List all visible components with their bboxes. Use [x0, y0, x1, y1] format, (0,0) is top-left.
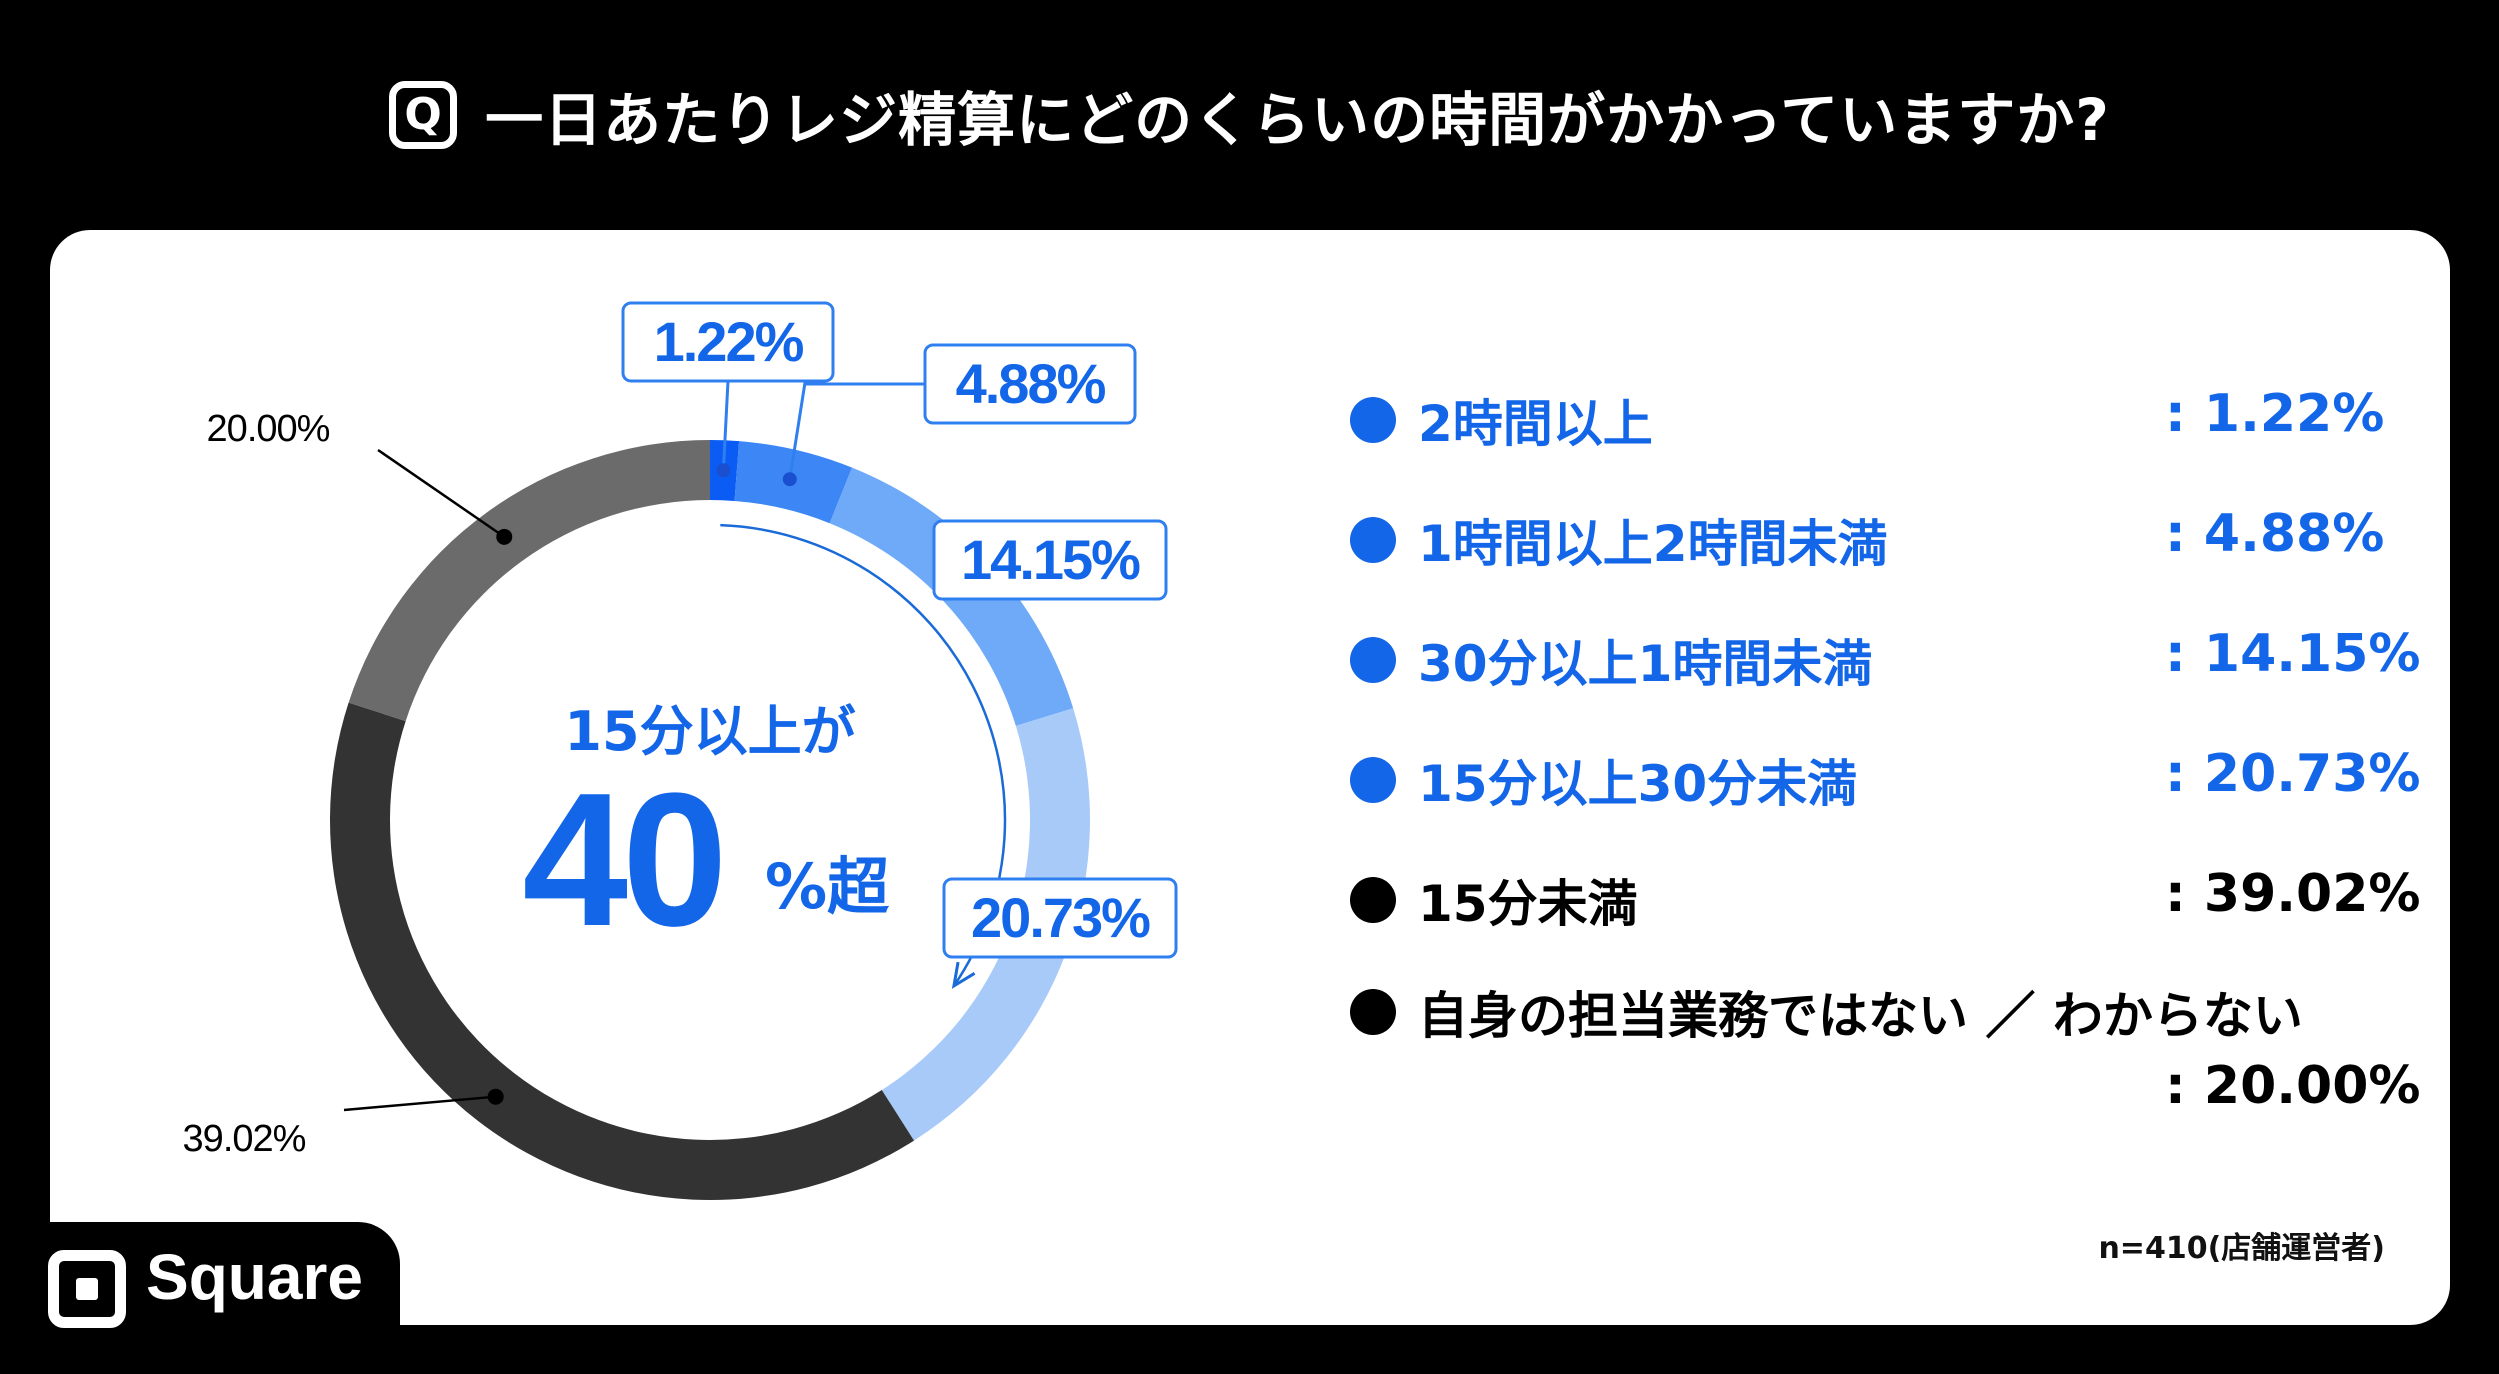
leader-line-4: [343, 1095, 496, 1112]
leader-dot-0: [716, 463, 731, 478]
legend-item: 2時間以上 : 1.22%: [1350, 380, 2450, 460]
chart-card: 1.22% 4.88% 14.15% 20.73% 39.02% 20.00% 15分以上…: [50, 230, 2450, 1325]
legend-item: 1時間以上2時間未満 : 4.88%: [1350, 500, 2450, 580]
brand-name: Square: [146, 1241, 363, 1313]
slice-label-2: 14.15%: [961, 528, 1140, 591]
page-title: 一日あたりレジ精算にどのくらいの時間がかかっていますか?: [485, 86, 2110, 154]
legend-dot-icon: [1350, 397, 1396, 443]
leader-dot-5: [496, 528, 513, 545]
legend-dot-icon: [1350, 517, 1396, 563]
legend-label: 自身の担当業務ではない ／ わからない: [1418, 987, 2303, 1045]
legend-label: 1時間以上2時間未満: [1418, 515, 1888, 573]
legend-dot-icon: [1350, 757, 1396, 803]
leader-line-5: [377, 448, 505, 538]
slice-label-box-3: [942, 877, 1178, 959]
leader-line-1: [788, 382, 925, 480]
donut-slice-4: [329, 702, 915, 1200]
leader-dot-1: [782, 472, 797, 487]
legend-dot-icon: [1350, 989, 1396, 1035]
legend-item: 15分未満 : 39.02%: [1350, 860, 2450, 940]
question-badge-icon: Q: [389, 81, 458, 149]
legend-value: : 20.73%: [2165, 744, 2421, 804]
donut-chart: 1.22% 4.88% 14.15% 20.73% 39.02% 20.00% 15分以上…: [183, 301, 1178, 1200]
center-big-number: 40: [522, 754, 721, 966]
legend-dot-icon: [1350, 877, 1396, 923]
center-suffix: %超: [765, 850, 890, 923]
brand-tab: [0, 1222, 400, 1374]
slice-label-box-2: [932, 519, 1168, 601]
header: Q 一日あたりレジ精算にどのくらいの時間がかかっていますか?: [0, 0, 2499, 230]
legend-label: 30分以上1時間未満: [1418, 635, 1873, 693]
legend-item: 15分以上30分未満 : 20.73%: [1350, 740, 2450, 820]
legend-label: 15分以上30分未満: [1418, 755, 1858, 813]
leader-line-0: [721, 380, 730, 471]
legend-value: : 20.00%: [2165, 1056, 2421, 1116]
slice-label-1: 4.88%: [956, 352, 1106, 415]
legend-item: 30分以上1時間未満 : 14.15%: [1350, 620, 2450, 700]
slice-label-4: 39.02%: [183, 1118, 306, 1160]
leader-dot-4: [487, 1088, 504, 1105]
square-logo-icon: [48, 1250, 126, 1328]
legend-dot-icon: [1350, 637, 1396, 683]
legend-item: 自身の担当業務ではない ／ わからない : 20.00%: [1350, 972, 2450, 1116]
center-caption: 15分以上が: [564, 700, 855, 763]
donut-slice-5: [348, 440, 710, 722]
legend-label: 2時間以上: [1418, 395, 1653, 453]
legend-value: : 4.88%: [2165, 504, 2385, 564]
donut-slice-3: [881, 708, 1091, 1141]
legend-label: 15分未満: [1418, 875, 1638, 933]
range-arrow-head-icon: [951, 961, 976, 989]
slice-label-3: 20.73%: [971, 886, 1150, 949]
legend-value: : 1.22%: [2165, 384, 2385, 444]
slice-label-box-0: [621, 301, 835, 383]
slice-label-box-1: [923, 343, 1137, 425]
sample-size-note: n=410(店舗運営者): [2098, 1231, 2385, 1266]
slice-label-0: 1.22%: [654, 310, 804, 373]
legend-value: : 39.02%: [2165, 864, 2421, 924]
legend-value: : 14.15%: [2165, 624, 2421, 684]
slice-label-5: 20.00%: [207, 408, 330, 450]
